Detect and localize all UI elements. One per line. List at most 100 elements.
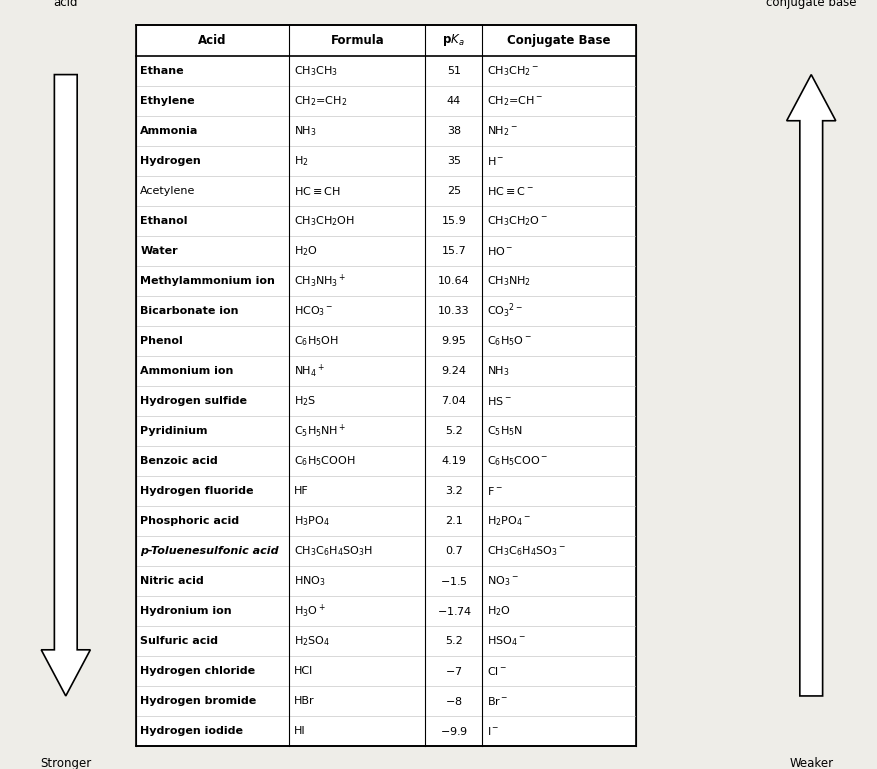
Text: Ethylene: Ethylene <box>140 96 195 106</box>
Text: Hydronium ion: Hydronium ion <box>140 606 232 616</box>
Text: HSO$_4$$^-$: HSO$_4$$^-$ <box>487 634 525 647</box>
Text: I$^-$: I$^-$ <box>487 725 499 737</box>
Text: p$\mathit{K}$$_a$: p$\mathit{K}$$_a$ <box>443 32 465 48</box>
Text: Pyridinium: Pyridinium <box>140 426 208 436</box>
Text: HC$\equiv$C$^-$: HC$\equiv$C$^-$ <box>487 185 533 197</box>
Text: Hydrogen sulfide: Hydrogen sulfide <box>140 396 247 406</box>
Text: CH$_3$CH$_3$: CH$_3$CH$_3$ <box>294 64 338 78</box>
Text: Formula: Formula <box>331 34 384 47</box>
Text: Hydrogen: Hydrogen <box>140 156 201 166</box>
Text: 9.95: 9.95 <box>441 336 467 346</box>
Text: 44: 44 <box>446 96 461 106</box>
Text: Weaker
conjugate base: Weaker conjugate base <box>766 757 857 769</box>
Text: HO$^-$: HO$^-$ <box>487 245 513 257</box>
Text: H$_2$S: H$_2$S <box>294 394 316 408</box>
Text: HNO$_3$: HNO$_3$ <box>294 574 325 588</box>
Text: 4.19: 4.19 <box>441 456 467 466</box>
Text: CH$_3$C$_6$H$_4$SO$_3$$^-$: CH$_3$C$_6$H$_4$SO$_3$$^-$ <box>487 544 566 558</box>
Text: HCl: HCl <box>294 666 313 676</box>
Text: H$_3$O$^+$: H$_3$O$^+$ <box>294 602 325 620</box>
Text: HS$^-$: HS$^-$ <box>487 395 511 407</box>
Text: CH$_3$CH$_2$$^-$: CH$_3$CH$_2$$^-$ <box>487 64 539 78</box>
Text: 15.9: 15.9 <box>441 216 467 226</box>
Text: CH$_3$NH$_3$$^+$: CH$_3$NH$_3$$^+$ <box>294 272 346 290</box>
Text: 3.2: 3.2 <box>445 486 463 496</box>
Text: CH$_3$CH$_2$O$^-$: CH$_3$CH$_2$O$^-$ <box>487 214 548 228</box>
Text: CO$_3$$^{2-}$: CO$_3$$^{2-}$ <box>487 302 523 320</box>
Text: NH$_4$$^+$: NH$_4$$^+$ <box>294 362 324 380</box>
Text: HBr: HBr <box>294 696 315 706</box>
Text: $-$1.74: $-$1.74 <box>437 605 471 617</box>
Text: HCO$_3$$^-$: HCO$_3$$^-$ <box>294 304 333 318</box>
Text: 10.33: 10.33 <box>438 306 470 316</box>
Text: H$_2$PO$_4$$^-$: H$_2$PO$_4$$^-$ <box>487 514 531 528</box>
Text: $-$9.9: $-$9.9 <box>439 725 468 737</box>
Text: 5.2: 5.2 <box>445 636 463 646</box>
Text: H$_2$O: H$_2$O <box>294 244 317 258</box>
Text: Nitric acid: Nitric acid <box>140 576 204 586</box>
Text: Hydrogen fluoride: Hydrogen fluoride <box>140 486 253 496</box>
Text: HI: HI <box>294 726 305 736</box>
Text: C$_6$H$_5$O$^-$: C$_6$H$_5$O$^-$ <box>487 334 531 348</box>
Text: 9.24: 9.24 <box>441 366 467 376</box>
Text: Hydrogen bromide: Hydrogen bromide <box>140 696 257 706</box>
Text: Bicarbonate ion: Bicarbonate ion <box>140 306 239 316</box>
Text: F$^-$: F$^-$ <box>487 485 503 497</box>
Text: 10.64: 10.64 <box>438 276 470 286</box>
Text: C$_5$H$_5$NH$^+$: C$_5$H$_5$NH$^+$ <box>294 422 346 440</box>
Text: Br$^-$: Br$^-$ <box>487 695 508 707</box>
Text: NO$_3$$^-$: NO$_3$$^-$ <box>487 574 518 588</box>
Text: 51: 51 <box>447 66 460 76</box>
Text: $-$7: $-$7 <box>446 665 462 677</box>
Text: NH$_2$$^-$: NH$_2$$^-$ <box>487 124 517 138</box>
Text: Phosphoric acid: Phosphoric acid <box>140 516 239 526</box>
Text: p-Toluenesulfonic acid: p-Toluenesulfonic acid <box>140 546 279 556</box>
Text: Benzoic acid: Benzoic acid <box>140 456 218 466</box>
Text: H$_2$O: H$_2$O <box>487 604 510 618</box>
Text: H$^-$: H$^-$ <box>487 155 504 167</box>
Text: NH$_3$: NH$_3$ <box>294 124 317 138</box>
Text: NH$_3$: NH$_3$ <box>487 365 510 378</box>
Text: 35: 35 <box>447 156 460 166</box>
Text: Conjugate Base: Conjugate Base <box>507 34 611 47</box>
Text: $-$1.5: $-$1.5 <box>440 575 467 587</box>
Polygon shape <box>41 75 90 696</box>
Polygon shape <box>787 75 836 696</box>
Text: 7.04: 7.04 <box>441 396 467 406</box>
Text: C$_6$H$_5$COO$^-$: C$_6$H$_5$COO$^-$ <box>487 454 548 468</box>
Text: Phenol: Phenol <box>140 336 183 346</box>
Text: 0.7: 0.7 <box>445 546 463 556</box>
Text: Hydrogen chloride: Hydrogen chloride <box>140 666 255 676</box>
Text: C$_5$H$_5$N: C$_5$H$_5$N <box>487 424 523 438</box>
Text: Ammonium ion: Ammonium ion <box>140 366 233 376</box>
Text: Ethane: Ethane <box>140 66 184 76</box>
Text: 25: 25 <box>446 186 461 196</box>
Text: Weaker
acid: Weaker acid <box>44 0 88 9</box>
Text: H$_2$: H$_2$ <box>294 154 309 168</box>
Text: Cl$^-$: Cl$^-$ <box>487 665 507 677</box>
Text: HC$\equiv$CH: HC$\equiv$CH <box>294 185 340 197</box>
Text: Stronger
acid: Stronger acid <box>40 757 91 769</box>
Text: C$_6$H$_5$COOH: C$_6$H$_5$COOH <box>294 454 355 468</box>
Text: Stronger
conjugate base: Stronger conjugate base <box>766 0 857 9</box>
Text: CH$_3$C$_6$H$_4$SO$_3$H: CH$_3$C$_6$H$_4$SO$_3$H <box>294 544 373 558</box>
Text: 2.1: 2.1 <box>445 516 463 526</box>
Text: CH$_2$=CH$^-$: CH$_2$=CH$^-$ <box>487 94 543 108</box>
Text: $-$8: $-$8 <box>445 695 463 707</box>
Text: CH$_3$CH$_2$OH: CH$_3$CH$_2$OH <box>294 214 355 228</box>
Text: 38: 38 <box>446 126 461 136</box>
Text: Hydrogen iodide: Hydrogen iodide <box>140 726 243 736</box>
Text: H$_2$SO$_4$: H$_2$SO$_4$ <box>294 634 330 647</box>
Text: C$_6$H$_5$OH: C$_6$H$_5$OH <box>294 334 339 348</box>
Text: 5.2: 5.2 <box>445 426 463 436</box>
Text: 15.7: 15.7 <box>441 246 467 256</box>
Text: Methylammonium ion: Methylammonium ion <box>140 276 275 286</box>
FancyBboxPatch shape <box>136 25 636 746</box>
Text: H$_3$PO$_4$: H$_3$PO$_4$ <box>294 514 330 528</box>
Text: Sulfuric acid: Sulfuric acid <box>140 636 218 646</box>
Text: Ethanol: Ethanol <box>140 216 188 226</box>
Text: Water: Water <box>140 246 178 256</box>
Text: Ammonia: Ammonia <box>140 126 199 136</box>
Text: HF: HF <box>294 486 309 496</box>
Text: CH$_3$NH$_2$: CH$_3$NH$_2$ <box>487 274 531 288</box>
